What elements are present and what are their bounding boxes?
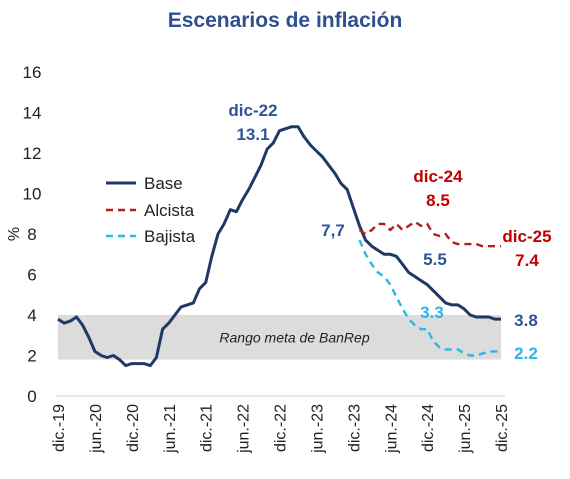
y-tick-label: 2 (27, 347, 36, 366)
x-tick-label: dic.-24 (420, 404, 437, 452)
legend-label-bajista: Bajista (144, 227, 196, 246)
y-axis-label: % (6, 227, 23, 241)
y-tick-label: 8 (27, 225, 36, 244)
data-label: 3.3 (420, 303, 444, 322)
data-label: 2.2 (514, 344, 538, 363)
y-tick-label: 12 (23, 144, 42, 163)
x-tick-label: dic.-20 (125, 404, 142, 452)
data-label: 13.1 (236, 125, 269, 144)
target-range-label: Rango meta de BanRep (219, 329, 369, 345)
y-tick-label: 0 (27, 387, 36, 406)
series-line-base (57, 125, 501, 368)
x-tick-label: jun.-23 (309, 404, 326, 454)
x-tick-label: dic.-23 (346, 404, 363, 452)
y-tick-label: 14 (23, 104, 42, 123)
x-tick-label: jun.-25 (457, 404, 474, 454)
y-tick-label: 4 (27, 306, 36, 325)
legend-label-base: Base (144, 174, 183, 193)
y-tick-label: 6 (27, 266, 36, 285)
data-label: 8.5 (426, 191, 450, 210)
series-line-alcista (358, 220, 501, 248)
data-label: 5.5 (423, 250, 447, 269)
x-tick-label: jun.-22 (236, 404, 253, 454)
x-tick-label: jun.-21 (162, 404, 179, 454)
x-tick-label: dic.-25 (494, 404, 511, 452)
y-tick-label: 10 (23, 185, 42, 204)
x-tick-label: dic.-19 (51, 404, 68, 452)
target-range-band (58, 315, 501, 360)
x-tick-label: jun.-20 (88, 404, 105, 454)
data-label: 7,7 (321, 221, 345, 240)
data-label: 7.4 (515, 251, 539, 270)
y-tick-label: 16 (23, 63, 42, 82)
chart-title: Escenarios de inflación (167, 9, 403, 32)
data-label: dic-25 (502, 227, 551, 246)
x-tick-label: dic.-22 (273, 404, 290, 452)
series-line-bajista (358, 239, 501, 357)
data-label: dic-24 (413, 167, 463, 186)
data-label: dic-22 (228, 101, 277, 120)
data-label: 3.8 (514, 311, 538, 330)
x-tick-label: jun.-24 (383, 404, 400, 454)
legend-label-alcista: Alcista (144, 201, 195, 220)
x-tick-label: dic.-21 (199, 404, 216, 452)
